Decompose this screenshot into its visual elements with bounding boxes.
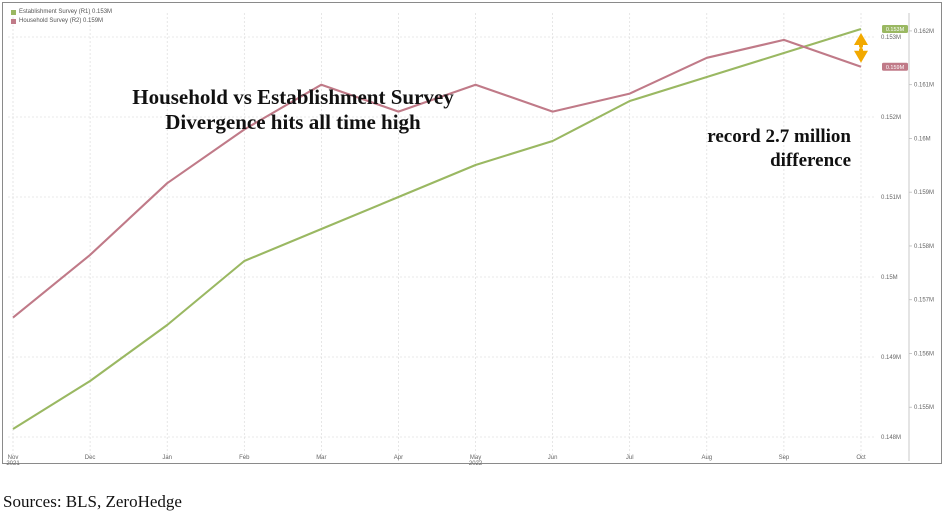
chart-frame: Nov Dec Jan Feb Mar Apr May Jun Jul Aug Sep Oct 2021… xyxy=(2,2,942,465)
legend-swatch-household xyxy=(11,19,16,24)
x-tick-label: Oct xyxy=(856,455,866,461)
legend-swatch-establishment xyxy=(11,10,16,15)
right-axis-tick-label: 0.155M xyxy=(914,405,934,411)
right-axis-tick-label: 0.161M xyxy=(914,83,934,89)
household-badge-label: 0.159M xyxy=(886,65,905,71)
x-tick-label: Apr xyxy=(394,455,403,461)
source-note: Sources: BLS, ZeroHedge xyxy=(3,492,182,511)
x-tick-label: Sep xyxy=(779,455,790,461)
chart-title: Household vs Establishment Survey xyxy=(132,85,454,109)
gap-arrow-head-top xyxy=(854,33,868,45)
x-tick-label: Jun xyxy=(548,455,558,461)
legend: Establishment Survey (R1) 0.153M Househo… xyxy=(11,8,112,26)
household-series-line xyxy=(12,38,862,319)
legend-label-household: Household Survey (R2) 0.159M xyxy=(19,18,104,24)
x-tick-label: Aug xyxy=(701,455,712,461)
left-axis-tick-label: 0.15M xyxy=(881,275,898,281)
household-value-badge xyxy=(882,62,908,71)
x-tick-label: Feb xyxy=(239,455,250,461)
x-tick-label: Nov xyxy=(8,455,19,461)
gap-arrow-head-bottom xyxy=(854,50,868,63)
x-tick-label: Dec xyxy=(85,455,96,461)
establishment-badge-label: 0.153M xyxy=(886,27,905,33)
x-year-label: 2021 xyxy=(6,461,20,465)
right-axis-tick-label: 0.159M xyxy=(914,190,934,196)
left-axis-tick-label: 0.152M xyxy=(881,115,901,121)
left-axis-tick-label: 0.153M xyxy=(881,35,901,41)
left-axis-tick-label: 0.148M xyxy=(881,435,901,441)
legend-label-establishment: Establishment Survey (R1) 0.153M xyxy=(19,9,113,15)
x-tick-label: Jan xyxy=(162,455,172,461)
legend-item-establishment: Establishment Survey (R1) 0.153M xyxy=(11,8,112,17)
left-axis-tick-label: 0.149M xyxy=(881,355,901,361)
right-axis-tick-label: 0.16M xyxy=(914,136,931,142)
right-axis-tick-label: 0.162M xyxy=(914,29,934,35)
chart-headline: Household vs Establishment Survey Diverg… xyxy=(83,85,503,135)
record-annotation: record 2.7 million difference xyxy=(707,126,851,171)
right-axis-tick-label: 0.157M xyxy=(914,298,934,304)
left-axis-tick-label: 0.151M xyxy=(881,195,901,201)
x-tick-label: May xyxy=(470,455,481,461)
x-tick-label: Mar xyxy=(316,455,326,461)
chart-subtitle: Divergence hits all time high xyxy=(165,110,421,134)
legend-item-household: Household Survey (R2) 0.159M xyxy=(11,17,112,26)
right-axis-tick-label: 0.158M xyxy=(914,244,934,250)
x-year-label: 2022 xyxy=(469,461,483,465)
x-tick-label: Jul xyxy=(626,455,634,461)
establishment-series-line xyxy=(12,27,862,430)
right-axis-tick-label: 0.156M xyxy=(914,351,934,357)
establishment-value-badge xyxy=(882,25,908,33)
line-chart: Nov Dec Jan Feb Mar Apr May Jun Jul Aug Sep Oct 2021… xyxy=(6,13,934,465)
